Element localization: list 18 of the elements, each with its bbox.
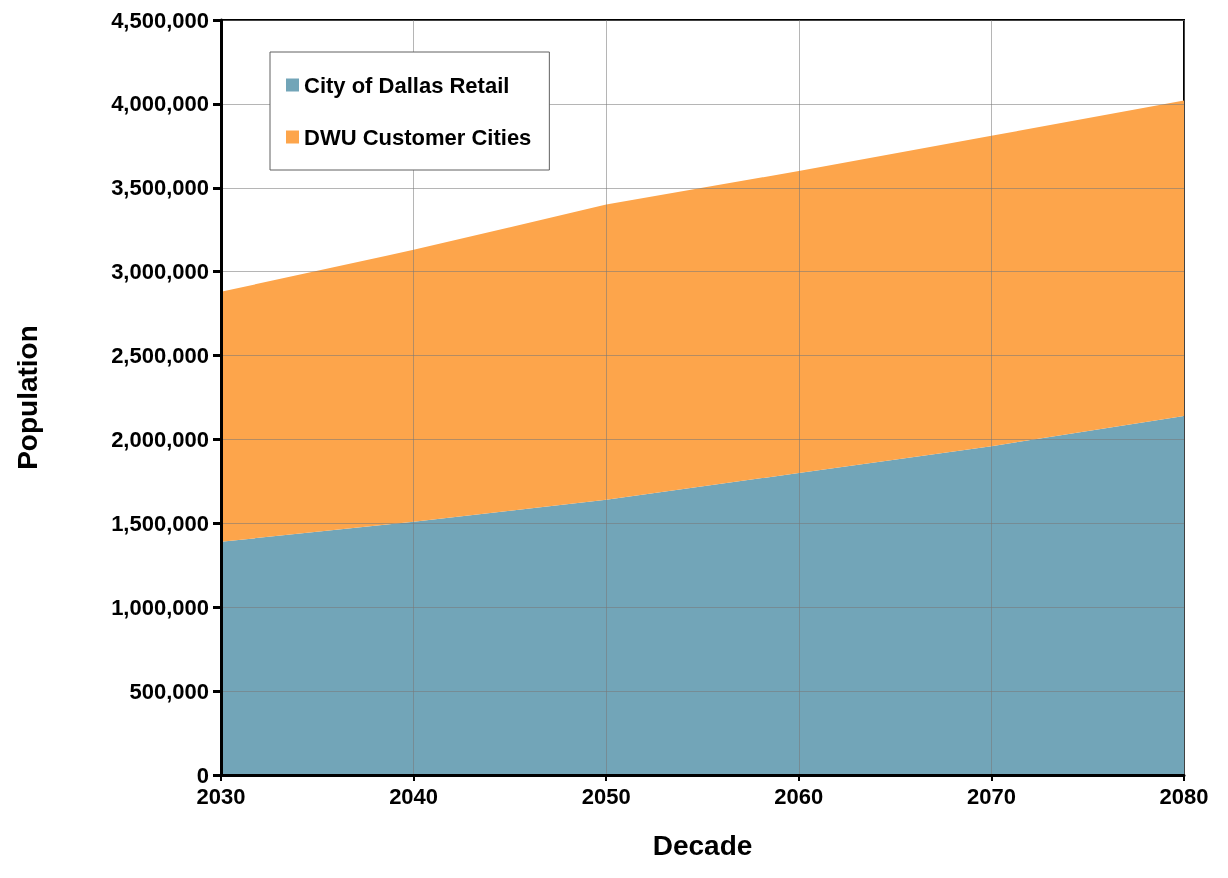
y-tick-label: 4,000,000 [111,91,209,117]
legend-label: City of Dallas Retail [304,72,510,98]
y-tick-label: 4,500,000 [111,7,209,33]
y-axis-title: Population [11,325,43,470]
y-tick-label: 500,000 [129,678,209,704]
y-tick-label: 2,000,000 [111,426,209,452]
legend-label: DWU Customer Cities [304,124,532,150]
x-axis-title: Decade [652,829,753,861]
x-tick-label: 2060 [774,783,824,809]
x-tick-label: 2050 [581,783,631,809]
y-tick-label: 3,500,000 [111,175,209,201]
y-tick-label: 1,000,000 [111,594,209,620]
x-tick-label: 2040 [389,783,439,809]
y-tick-label: 2,500,000 [111,343,209,369]
x-tick-label: 2080 [1159,783,1209,809]
y-tick-label: 3,000,000 [111,259,209,285]
x-tick-label: 2070 [966,783,1016,809]
y-tick-label: 1,500,000 [111,510,209,536]
